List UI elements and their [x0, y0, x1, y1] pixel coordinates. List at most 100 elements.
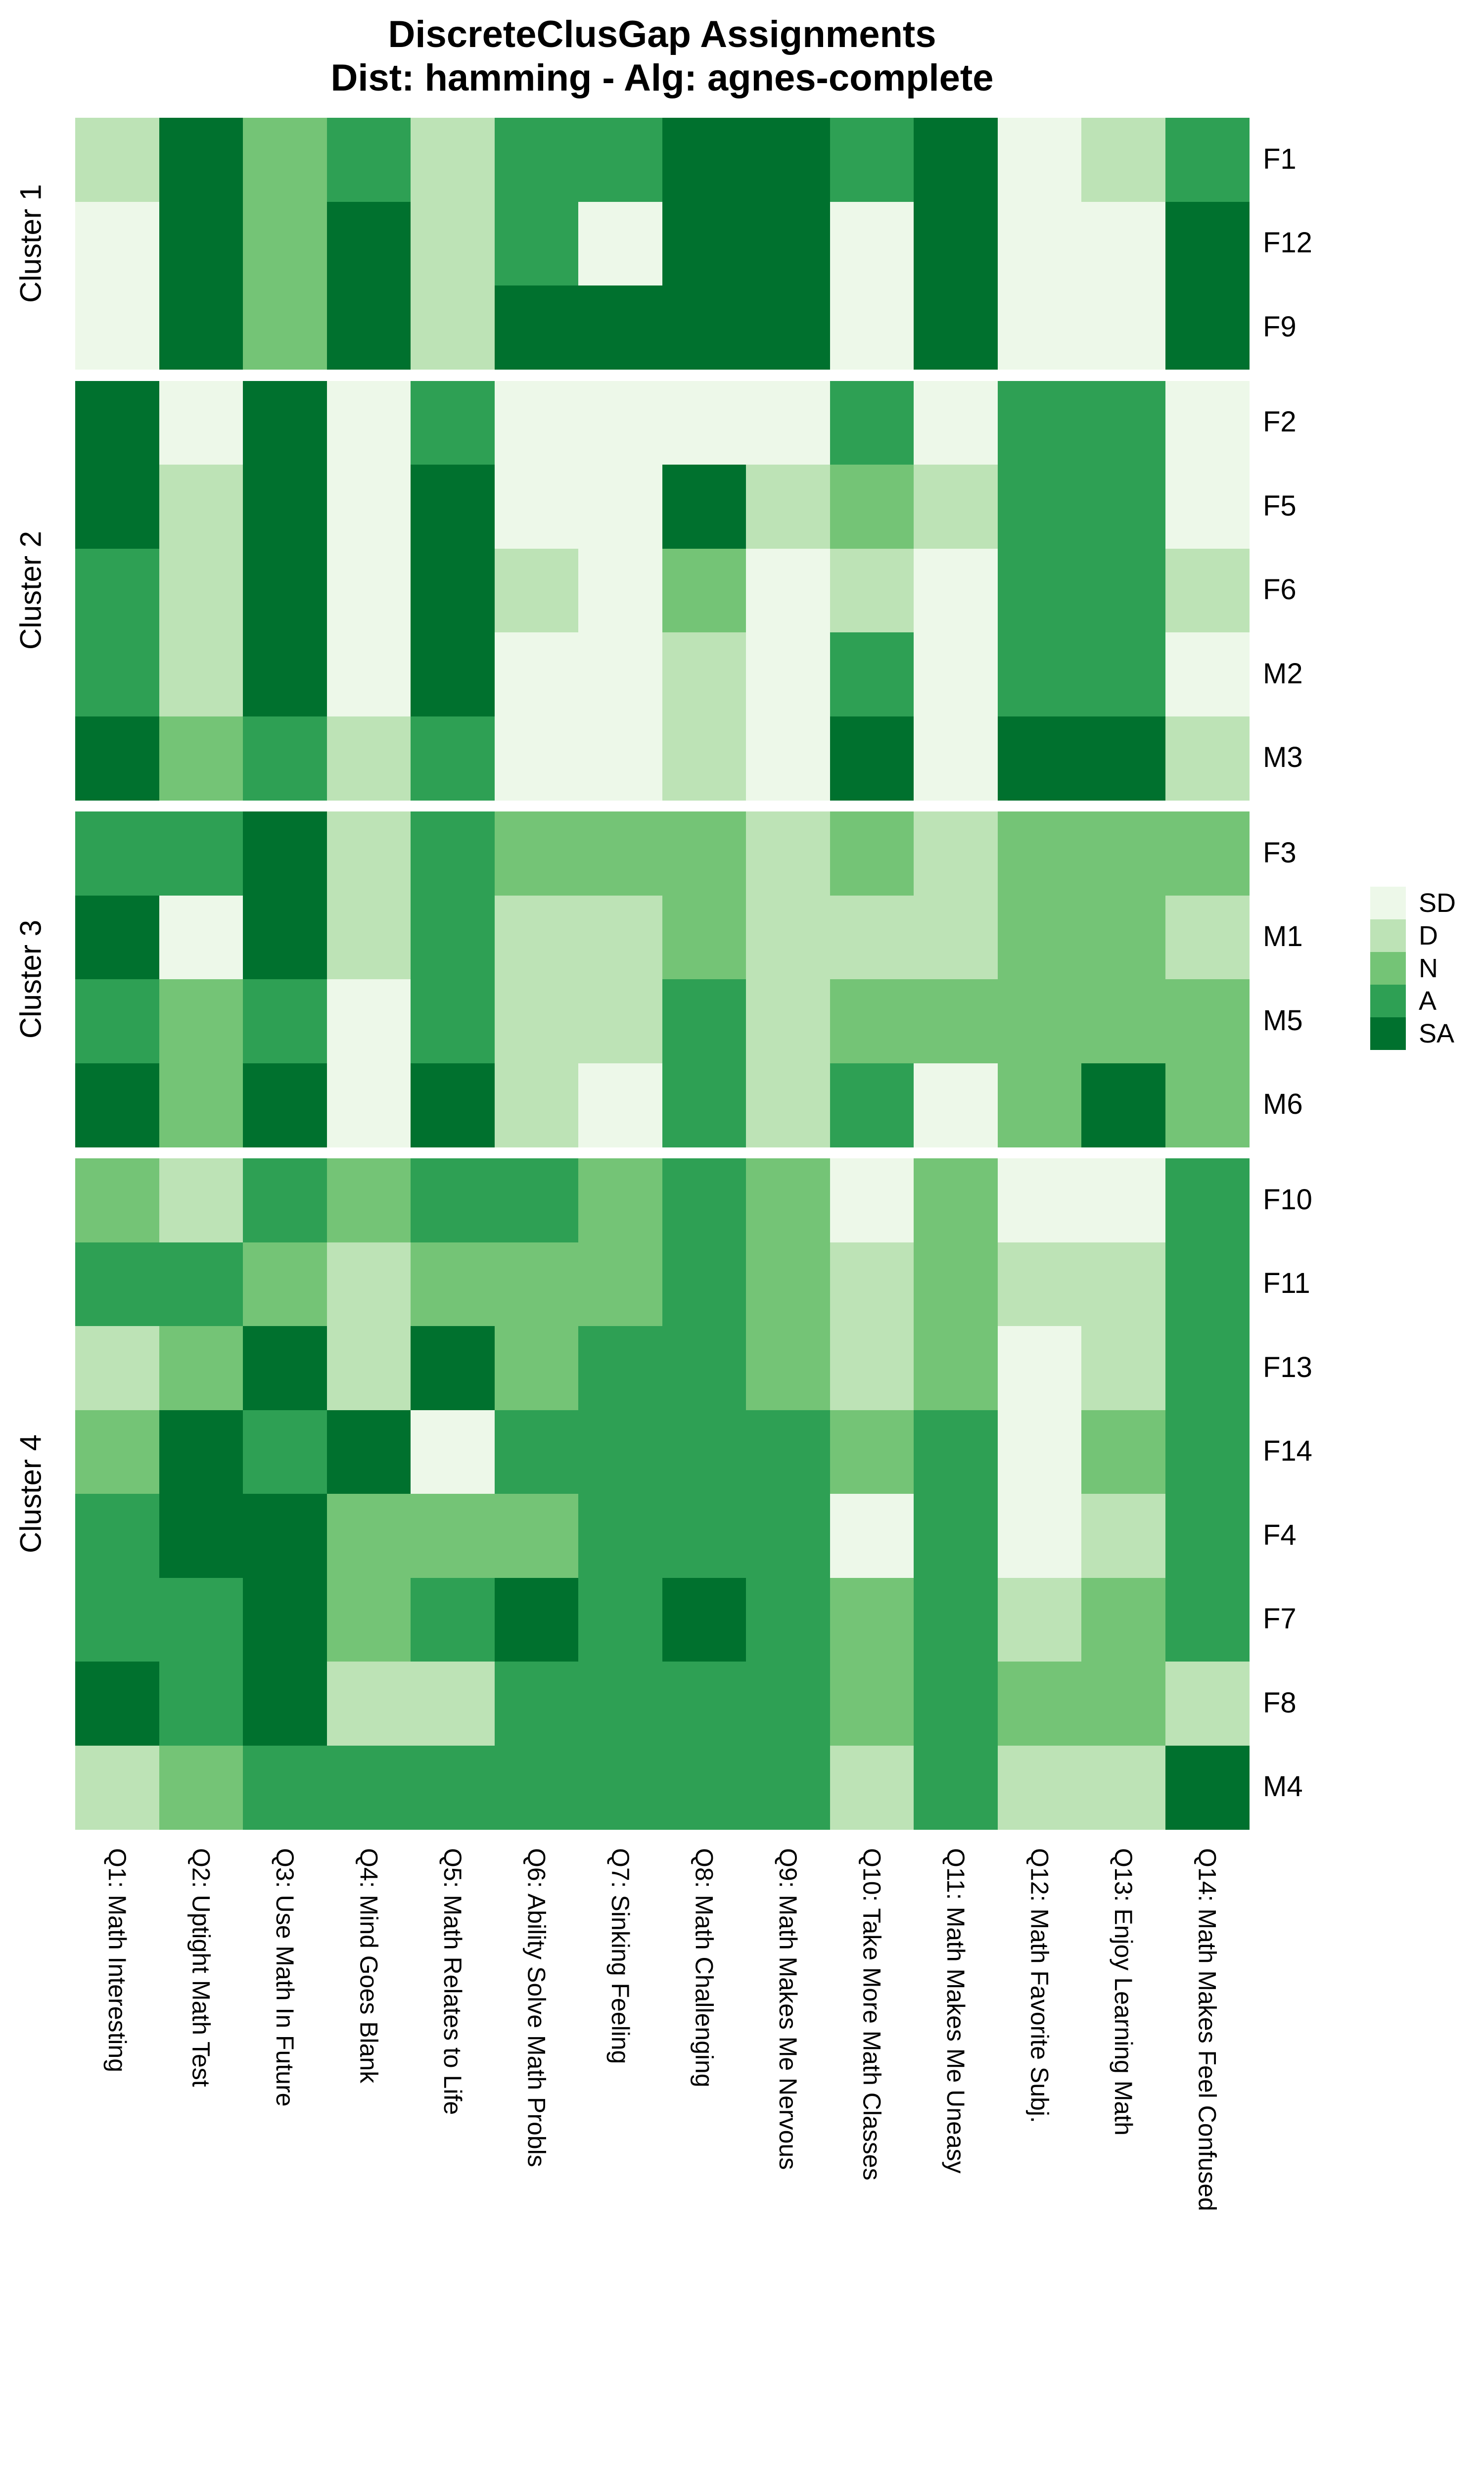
- row-label: F1: [1263, 143, 1297, 175]
- heatmap-cell: [75, 1158, 160, 1243]
- heatmap-cell: [159, 1494, 243, 1578]
- heatmap-cell: [578, 1662, 663, 1746]
- heatmap-cell: [1081, 979, 1166, 1064]
- heatmap-cell: [662, 895, 746, 980]
- heatmap-cell: [914, 285, 998, 370]
- heatmap-cell: [326, 1063, 411, 1147]
- heatmap-cell: [326, 1410, 411, 1494]
- heatmap-cell: [494, 465, 579, 549]
- heatmap-cell: [494, 285, 579, 370]
- heatmap-cell: [326, 465, 411, 549]
- heatmap-cell: [494, 1745, 579, 1830]
- heatmap-cell: [746, 1410, 831, 1494]
- row-label: M6: [1263, 1088, 1303, 1121]
- heatmap-cell: [830, 1063, 914, 1147]
- heatmap-cell: [997, 465, 1082, 549]
- heatmap-cell: [578, 381, 663, 465]
- heatmap-cell: [662, 1577, 746, 1662]
- heatmap-cell: [411, 1158, 495, 1243]
- legend-swatch-sd: [1370, 887, 1406, 919]
- heatmap-cell: [1081, 1326, 1166, 1411]
- heatmap-cell: [75, 1242, 160, 1327]
- heatmap-cell: [997, 979, 1082, 1064]
- heatmap-cell: [662, 1158, 746, 1243]
- row-label: M1: [1263, 920, 1303, 953]
- heatmap-cell: [662, 1326, 746, 1411]
- heatmap-cell: [830, 118, 914, 202]
- heatmap-cell: [997, 118, 1082, 202]
- heatmap-cell: [914, 465, 998, 549]
- heatmap-cell: [75, 979, 160, 1064]
- heatmap-cell: [914, 548, 998, 633]
- heatmap-cell: [494, 1494, 579, 1578]
- heatmap-cell: [494, 1577, 579, 1662]
- heatmap-cell: [1165, 1410, 1250, 1494]
- heatmap-cell: [159, 548, 243, 633]
- heatmap-cell: [326, 1326, 411, 1411]
- row-label: F3: [1263, 836, 1297, 869]
- heatmap-cell: [494, 716, 579, 801]
- heatmap-cell: [411, 1577, 495, 1662]
- heatmap-cell: [830, 1662, 914, 1746]
- heatmap-cell: [75, 465, 160, 549]
- heatmap-cell: [411, 632, 495, 717]
- heatmap-cell: [243, 1494, 327, 1578]
- heatmap-cell: [494, 1662, 579, 1746]
- heatmap-cell: [243, 1745, 327, 1830]
- heatmap-cell: [746, 118, 831, 202]
- heatmap-cell: [1165, 632, 1250, 717]
- heatmap-cell: [1081, 716, 1166, 801]
- heatmap-cell: [997, 895, 1082, 980]
- heatmap-cell: [662, 811, 746, 896]
- heatmap-cell: [578, 548, 663, 633]
- heatmap-cell: [914, 1158, 998, 1243]
- heatmap-cell: [1165, 1063, 1250, 1147]
- heatmap-cell: [662, 1494, 746, 1578]
- heatmap-cell: [75, 118, 160, 202]
- heatmap-cell: [662, 716, 746, 801]
- heatmap-cell: [75, 1494, 160, 1578]
- row-label: M4: [1263, 1770, 1303, 1803]
- column-label: Q4: Mind Goes Blank: [355, 1848, 383, 2084]
- heatmap-cell: [1081, 1410, 1166, 1494]
- heatmap-cell: [1081, 1158, 1166, 1243]
- heatmap-cell: [578, 1326, 663, 1411]
- heatmap-cell: [494, 118, 579, 202]
- heatmap-cell: [746, 1242, 831, 1327]
- heatmap-cell: [914, 1745, 998, 1830]
- column-label: Q8: Math Challenging: [690, 1848, 718, 2088]
- heatmap-cell: [1081, 1745, 1166, 1830]
- heatmap-cell: [578, 118, 663, 202]
- heatmap-cell: [1165, 381, 1250, 465]
- heatmap-cell: [494, 895, 579, 980]
- heatmap-cell: [830, 1242, 914, 1327]
- heatmap-cell: [494, 979, 579, 1064]
- heatmap-cell: [159, 1063, 243, 1147]
- heatmap-cell: [830, 285, 914, 370]
- heatmap-cell: [326, 1158, 411, 1243]
- heatmap-cell: [1165, 1662, 1250, 1746]
- heatmap-cell: [997, 716, 1082, 801]
- heatmap-cell: [494, 1410, 579, 1494]
- row-label: M2: [1263, 657, 1303, 690]
- heatmap-cell: [411, 1662, 495, 1746]
- heatmap-cell: [243, 1063, 327, 1147]
- heatmap-cell: [411, 465, 495, 549]
- heatmap-cell: [997, 1063, 1082, 1147]
- heatmap-cell: [746, 1745, 831, 1830]
- heatmap-cell: [914, 811, 998, 896]
- row-label: F14: [1263, 1435, 1312, 1468]
- heatmap-cell: [1081, 1063, 1166, 1147]
- heatmap-cell: [914, 1662, 998, 1746]
- heatmap-cell: [411, 979, 495, 1064]
- heatmap-cell: [746, 381, 831, 465]
- heatmap-cell: [243, 979, 327, 1064]
- legend-label: D: [1419, 921, 1438, 951]
- heatmap-cell: [243, 381, 327, 465]
- heatmap-cell: [326, 118, 411, 202]
- heatmap-cell: [1081, 201, 1166, 286]
- row-label: F11: [1263, 1267, 1310, 1300]
- heatmap-cell: [494, 1063, 579, 1147]
- heatmap-cell: [578, 716, 663, 801]
